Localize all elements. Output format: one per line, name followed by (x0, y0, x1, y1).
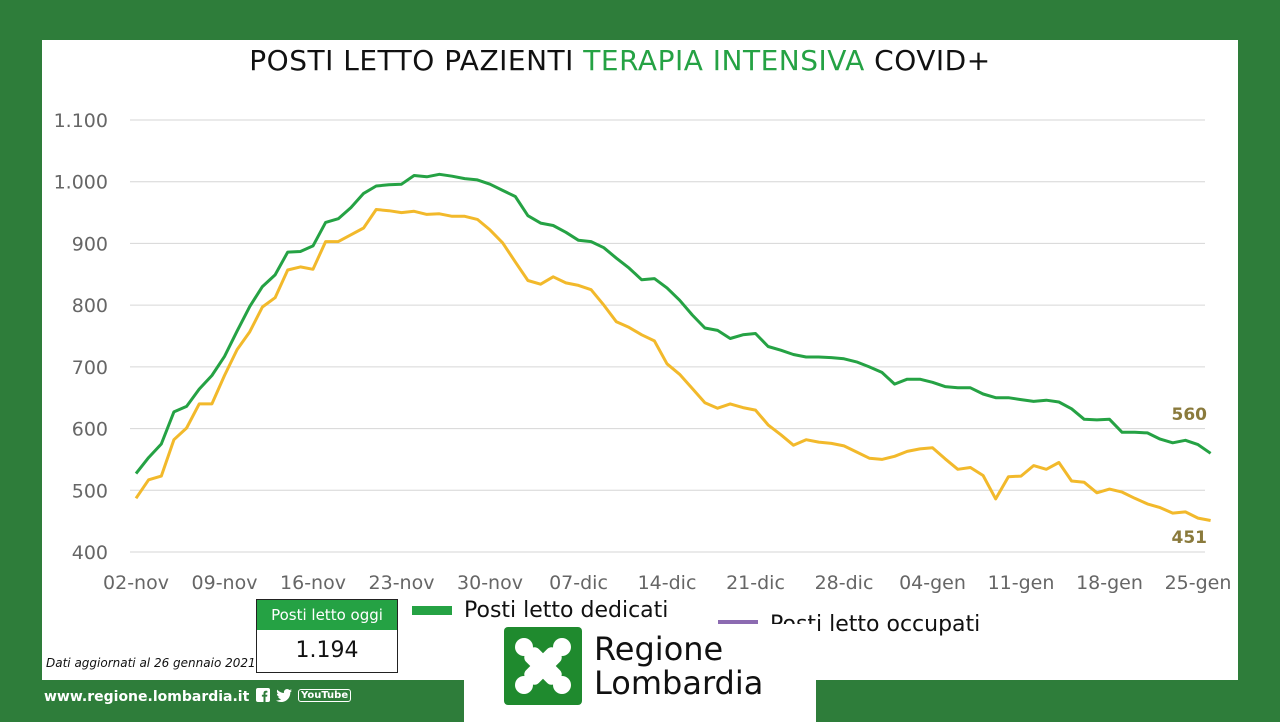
chart-panel (42, 40, 1238, 680)
youtube-icon[interactable]: YouTube (298, 688, 352, 702)
logo-text-regione: Regione (594, 630, 724, 668)
logo-text-lombardia: Lombardia (594, 664, 764, 702)
regione-lombardia-logo-icon (504, 627, 582, 705)
end-label-occupati: 451 (1172, 528, 1208, 548)
facebook-icon[interactable] (256, 688, 270, 702)
title-part1: POSTI LETTO PAZIENTI (249, 44, 584, 77)
footer-url-link[interactable]: www.regione.lombardia.it (44, 689, 250, 705)
x-tick-label: 21-dic (726, 572, 785, 594)
end-label-dedicati: 560 (1172, 405, 1208, 425)
today-value: 1.194 (295, 638, 359, 663)
legend-swatch-dedicati (412, 606, 452, 615)
y-tick-label: 800 (72, 295, 108, 317)
legend-dedicati: Posti letto dedicati (412, 598, 668, 623)
x-tick-label: 25-gen (1165, 572, 1232, 594)
twitter-icon[interactable] (276, 688, 292, 702)
title-highlight: TERAPIA INTENSIVA (583, 44, 865, 77)
social-links: YouTube (256, 688, 352, 702)
logo-area: Regione Lombardia (464, 624, 816, 722)
x-tick-label: 28-dic (815, 572, 874, 594)
today-label: Posti letto oggi (257, 600, 397, 630)
y-tick-label: 1.000 (54, 172, 108, 194)
title-part3: COVID+ (864, 44, 991, 77)
x-tick-label: 30-nov (457, 572, 523, 594)
legend-label-dedicati: Posti letto dedicati (464, 598, 669, 623)
x-tick-label: 07-dic (549, 572, 608, 594)
y-tick-label: 1.100 (54, 110, 108, 132)
y-tick-label: 900 (72, 233, 108, 255)
x-tick-label: 04-gen (899, 572, 966, 594)
series-line-dedicati (134, 172, 1212, 475)
update-note: Dati aggiornati al 26 gennaio 2021 (46, 656, 256, 670)
y-tick-label: 500 (72, 480, 108, 502)
chart-title: POSTI LETTO PAZIENTI TERAPIA INTENSIVA C… (0, 44, 1240, 77)
y-tick-label: 400 (72, 542, 108, 564)
x-tick-label: 11-gen (988, 572, 1055, 594)
x-tick-label: 14-dic (638, 572, 697, 594)
y-tick-label: 600 (72, 419, 108, 441)
x-tick-label: 16-nov (280, 572, 346, 594)
x-tick-label: 02-nov (103, 572, 169, 594)
today-box: Posti letto oggi 1.194 (256, 599, 398, 673)
y-tick-label: 700 (72, 357, 108, 379)
x-tick-label: 23-nov (369, 572, 435, 594)
series-line-occupati (134, 208, 1211, 522)
x-tick-label: 09-nov (192, 572, 258, 594)
x-tick-label: 18-gen (1076, 572, 1143, 594)
